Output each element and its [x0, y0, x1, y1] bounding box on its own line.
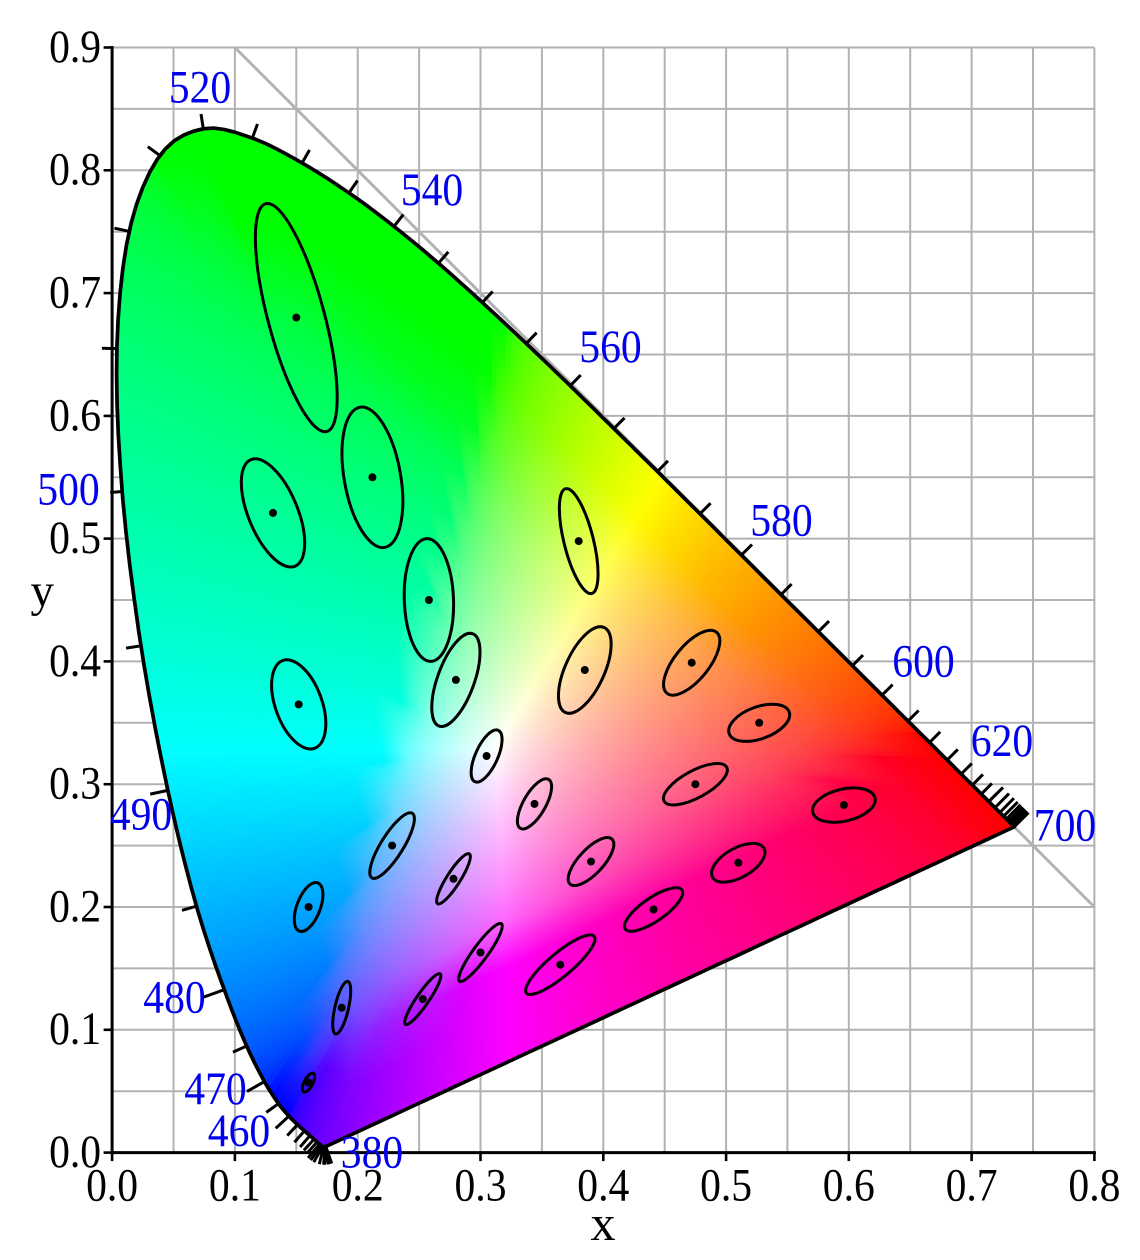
svg-text:0.3: 0.3	[49, 759, 101, 810]
svg-text:540: 540	[401, 165, 464, 216]
svg-text:0.8: 0.8	[1068, 1161, 1120, 1212]
svg-text:0.4: 0.4	[577, 1161, 629, 1212]
svg-text:0.8: 0.8	[49, 145, 101, 196]
svg-text:0.1: 0.1	[49, 1004, 101, 1055]
svg-text:0.7: 0.7	[49, 268, 101, 319]
svg-text:0.0: 0.0	[86, 1161, 138, 1212]
svg-text:0.2: 0.2	[332, 1161, 384, 1212]
svg-text:0.5: 0.5	[700, 1161, 752, 1212]
svg-text:500: 500	[37, 465, 100, 516]
svg-text:x: x	[591, 1195, 616, 1251]
svg-text:380: 380	[341, 1128, 404, 1179]
svg-text:480: 480	[143, 973, 206, 1024]
svg-text:0.4: 0.4	[49, 636, 101, 687]
svg-text:520: 520	[169, 63, 232, 114]
svg-text:580: 580	[750, 496, 813, 547]
svg-text:470: 470	[184, 1064, 247, 1115]
svg-text:600: 600	[892, 637, 955, 688]
svg-text:y: y	[31, 565, 55, 617]
svg-text:0.5: 0.5	[49, 513, 101, 564]
svg-text:0.9: 0.9	[49, 22, 101, 73]
svg-text:0.6: 0.6	[823, 1161, 875, 1212]
svg-text:0.1: 0.1	[209, 1161, 261, 1212]
svg-text:700: 700	[1034, 801, 1097, 852]
svg-text:620: 620	[971, 716, 1034, 767]
svg-text:0.6: 0.6	[49, 390, 101, 441]
svg-text:0.0: 0.0	[49, 1127, 101, 1178]
svg-text:0.3: 0.3	[455, 1161, 507, 1212]
svg-text:490: 490	[110, 790, 173, 841]
svg-text:0.2: 0.2	[49, 881, 101, 932]
svg-text:560: 560	[579, 322, 642, 373]
svg-text:460: 460	[208, 1106, 271, 1157]
svg-text:0.7: 0.7	[946, 1161, 998, 1212]
